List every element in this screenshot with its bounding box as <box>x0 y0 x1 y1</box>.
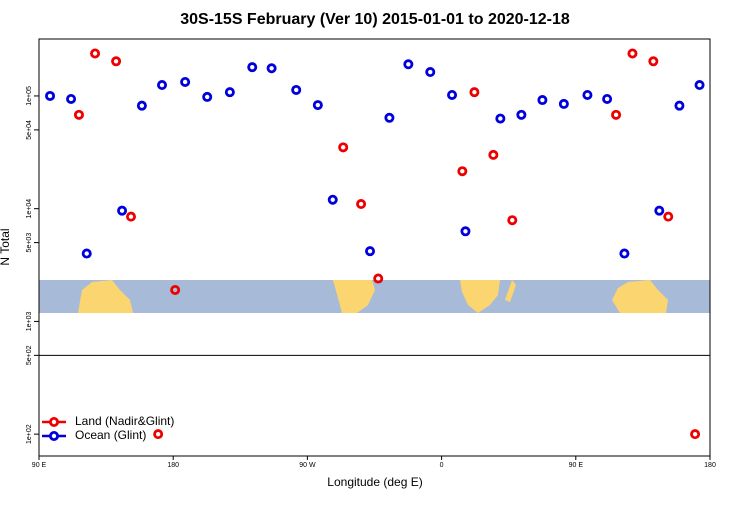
x-tick-label: 0 <box>440 462 444 469</box>
y-tick-label: 1e+05 <box>26 86 33 106</box>
marker <box>516 109 527 120</box>
marker <box>648 56 659 67</box>
x-tick-label: 180 <box>704 462 716 469</box>
x-tick-label: 90 E <box>569 462 584 469</box>
marker <box>153 429 164 440</box>
marker <box>136 100 147 111</box>
chart-title: 30S-15S February (Ver 10) 2015-01-01 to … <box>180 11 570 28</box>
y-tick-label: 5e+02 <box>26 345 33 365</box>
marker <box>582 89 593 100</box>
y-tick-label: 5e+03 <box>26 233 33 253</box>
marker <box>202 91 213 102</box>
marker <box>111 56 122 67</box>
map-strip <box>39 280 710 313</box>
marker <box>654 205 665 216</box>
x-tick-label: 180 <box>167 462 179 469</box>
marker <box>356 199 367 210</box>
marker <box>425 67 436 78</box>
marker <box>403 59 414 70</box>
marker <box>488 149 499 160</box>
marker <box>90 48 101 59</box>
marker <box>338 142 349 153</box>
y-tick-label: 1e+03 <box>26 311 33 331</box>
marker <box>619 248 630 259</box>
marker <box>170 284 181 295</box>
marker <box>507 215 518 226</box>
marker <box>690 429 701 440</box>
marker <box>73 109 84 120</box>
marker <box>460 226 471 237</box>
marker <box>558 98 569 109</box>
marker <box>266 63 277 74</box>
marker <box>365 246 376 257</box>
marker <box>602 93 613 104</box>
marker <box>694 80 705 91</box>
legend-label: Land (Nadir&Glint) <box>75 414 174 428</box>
marker <box>674 100 685 111</box>
marker <box>45 90 56 101</box>
y-axis-label: N Total <box>0 228 12 265</box>
legend-marker <box>49 416 60 427</box>
marker <box>447 89 458 100</box>
y-tick-label: 5e+04 <box>26 120 33 140</box>
legend-label: Ocean (Glint) <box>75 428 146 442</box>
x-tick-label: 90 W <box>299 462 316 469</box>
marker <box>312 100 323 111</box>
y-tick-label: 1e+04 <box>26 199 33 219</box>
marker <box>611 109 622 120</box>
marker <box>627 48 638 59</box>
marker <box>81 248 92 259</box>
marker <box>247 62 258 73</box>
legend-marker <box>49 430 60 441</box>
marker <box>180 76 191 87</box>
marker <box>663 211 674 222</box>
marker <box>291 84 302 95</box>
marker <box>327 194 338 205</box>
marker <box>373 273 384 284</box>
marker <box>457 166 468 177</box>
marker <box>117 205 128 216</box>
x-axis-label: Longitude (deg E) <box>327 475 422 489</box>
marker <box>157 80 168 91</box>
y-tick-label: 1e+02 <box>26 424 33 444</box>
plot-frame <box>38 38 711 457</box>
marker <box>66 93 77 104</box>
marker <box>537 95 548 106</box>
marker <box>384 112 395 123</box>
marker <box>126 211 137 222</box>
marker <box>224 87 235 98</box>
x-tick-label: 90 E <box>32 462 47 469</box>
marker <box>469 87 480 98</box>
marker <box>495 113 506 124</box>
